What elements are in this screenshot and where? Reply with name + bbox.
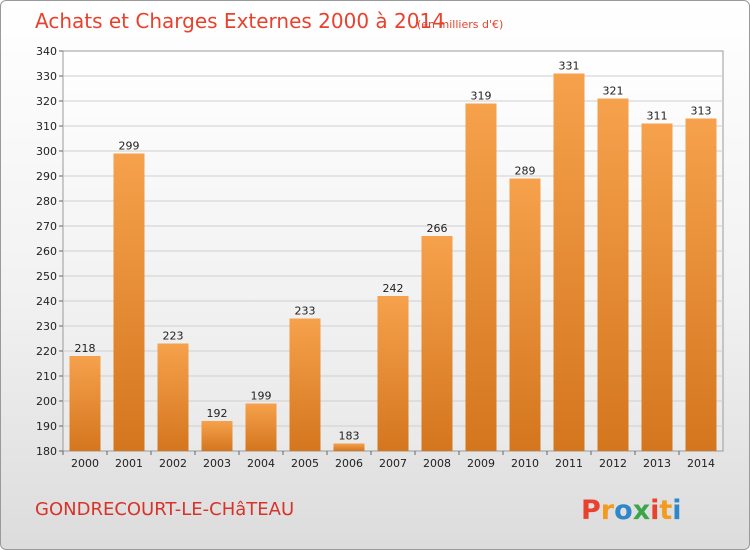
y-tick-label: 280: [36, 195, 57, 208]
y-tick-label: 310: [36, 120, 57, 133]
svg-text:Proxiti: Proxiti: [581, 495, 682, 526]
bar-2004: [245, 403, 277, 451]
bar-value-label: 319: [471, 90, 492, 103]
bar-2006: [333, 443, 365, 451]
chart-unit: (en milliers d'€): [417, 18, 503, 31]
bar-value-label: 313: [691, 105, 712, 118]
x-tick-label: 2005: [291, 457, 319, 470]
bar-2011: [553, 73, 585, 451]
y-tick-label: 330: [36, 70, 57, 83]
x-tick-label: 2002: [159, 457, 187, 470]
x-tick-label: 2014: [687, 457, 715, 470]
bar-2012: [597, 98, 629, 451]
x-tick-label: 2003: [203, 457, 231, 470]
x-tick-label: 2012: [599, 457, 627, 470]
bar-2008: [421, 236, 453, 451]
bar-2013: [641, 123, 673, 451]
y-tick-label: 190: [36, 420, 57, 433]
bars: 218 299 223 192 199 233 183 242 266 319 289 331 321 3…: [69, 60, 717, 451]
y-tick-label: 270: [36, 220, 57, 233]
chart-title: Achats et Charges Externes 2000 à 2014: [35, 9, 445, 33]
bar-2000: [69, 356, 101, 451]
bar-value-label: 223: [163, 330, 184, 343]
y-tick-label: 340: [36, 45, 57, 58]
bar-2009: [465, 103, 497, 451]
bar-2005: [289, 318, 321, 451]
y-tick-label: 320: [36, 95, 57, 108]
x-tick-label: 2006: [335, 457, 363, 470]
bar-value-label: 289: [515, 165, 536, 178]
bar-value-label: 218: [75, 342, 96, 355]
y-tick-label: 200: [36, 395, 57, 408]
bar-2014: [685, 118, 717, 451]
x-tick-label: 2008: [423, 457, 451, 470]
y-tick-label: 180: [36, 445, 57, 458]
bar-value-label: 199: [251, 390, 272, 403]
bar-value-label: 242: [383, 282, 404, 295]
bar-value-label: 233: [295, 305, 316, 318]
bar-2003: [201, 421, 233, 451]
x-tick-label: 2001: [115, 457, 143, 470]
y-tick-label: 210: [36, 370, 57, 383]
bar-2007: [377, 296, 409, 451]
bar-value-label: 183: [339, 430, 360, 443]
bar-value-label: 321: [603, 85, 624, 98]
bar-value-label: 299: [119, 140, 140, 153]
commune-name: GONDRECOURT-LE-CHâTEAU: [35, 499, 294, 520]
y-tick-label: 230: [36, 320, 57, 333]
x-tick-label: 2007: [379, 457, 407, 470]
x-tick-label: 2000: [71, 457, 99, 470]
bar-2010: [509, 178, 541, 451]
y-tick-label: 220: [36, 345, 57, 358]
y-tick-label: 250: [36, 270, 57, 283]
y-tick-label: 240: [36, 295, 57, 308]
bar-value-label: 192: [207, 407, 228, 420]
x-tick-label: 2010: [511, 457, 539, 470]
bar-value-label: 311: [647, 110, 668, 123]
bar-value-label: 266: [427, 222, 448, 235]
proxiti-logo: Proxiti: [581, 495, 682, 526]
x-axis-ticks: 2000 2001 2002 2003 2004 2005 2006 2007 2008 2009…: [62, 451, 715, 470]
x-tick-label: 2013: [643, 457, 671, 470]
y-tick-label: 290: [36, 170, 57, 183]
x-tick-label: 2011: [555, 457, 583, 470]
x-tick-label: 2004: [247, 457, 275, 470]
bar-value-label: 331: [559, 60, 580, 73]
bar-2001: [113, 153, 145, 451]
y-axis-ticks: 180 190 200 210 220 230 240 250 260 270 280 290 300 3…: [36, 45, 63, 458]
x-tick-label: 2009: [467, 457, 495, 470]
bar-2002: [157, 343, 189, 451]
y-tick-label: 300: [36, 145, 57, 158]
y-tick-label: 260: [36, 245, 57, 258]
